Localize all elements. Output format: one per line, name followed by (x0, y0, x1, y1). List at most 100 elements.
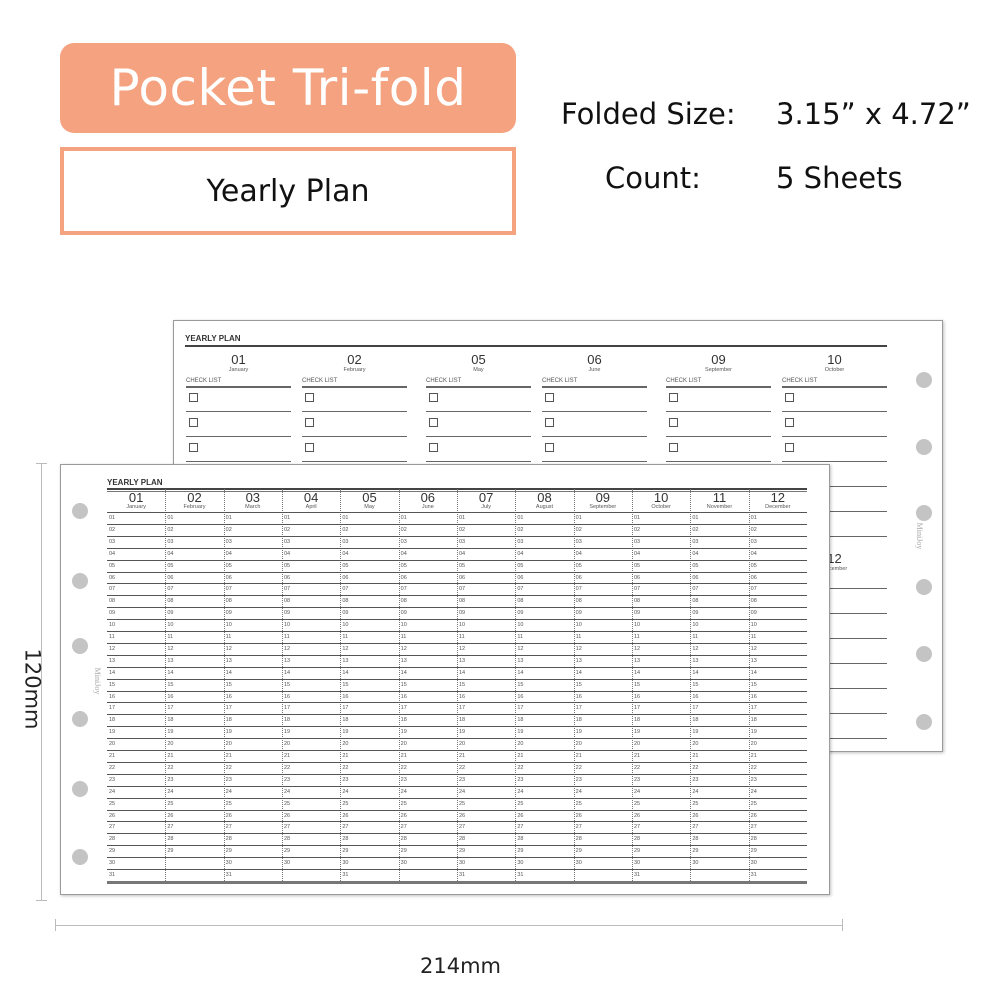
day-number: 05 (400, 562, 407, 569)
binder-hole-icon (916, 646, 932, 662)
day-number: 24 (517, 788, 524, 795)
day-number: 28 (750, 836, 757, 843)
day-number: 01 (342, 515, 349, 521)
day-number: 30 (517, 860, 524, 867)
day-number: 24 (459, 788, 466, 795)
day-number: 04 (692, 550, 699, 557)
day-number: 08 (400, 598, 407, 605)
day-number: 19 (750, 729, 757, 736)
day-number: 18 (400, 717, 407, 724)
day-number: 02 (342, 526, 349, 533)
checkbox (305, 443, 314, 452)
day-number: 01 (167, 515, 174, 521)
day-number: 17 (225, 705, 232, 712)
day-number: 16 (400, 693, 407, 700)
day-number: 14 (342, 669, 349, 676)
month-number: 02 (187, 490, 202, 505)
row-line (107, 869, 807, 870)
day-number: 21 (459, 753, 466, 759)
day-number: 29 (692, 848, 699, 855)
day-number: 09 (575, 610, 582, 617)
row-line (107, 512, 807, 513)
month-name: December (821, 566, 848, 572)
day-number: 28 (284, 836, 291, 843)
day-number: 24 (167, 788, 174, 795)
row-line (107, 845, 807, 847)
day-number: 04 (109, 550, 116, 557)
day-number: 22 (400, 764, 407, 771)
day-number: 02 (575, 526, 582, 533)
month-number: 09 (595, 490, 611, 505)
binder-hole-icon (916, 579, 932, 595)
day-number: 27 (225, 824, 232, 831)
day-number: 03 (634, 538, 641, 545)
day-number: 19 (575, 729, 582, 736)
checklist-line (782, 713, 887, 714)
day-number: 02 (400, 526, 407, 533)
checklist-line (782, 688, 887, 689)
day-number: 25 (692, 800, 699, 807)
checklist-line (666, 461, 771, 462)
day-number: 27 (400, 824, 407, 831)
day-number: 22 (109, 764, 116, 771)
day-number: 17 (109, 705, 116, 712)
day-number: 06 (692, 574, 699, 581)
day-number: 15 (225, 681, 232, 688)
binder-hole-icon (72, 503, 88, 519)
month-name: February (343, 367, 366, 373)
day-number: 31 (750, 872, 757, 878)
day-number: 15 (109, 681, 116, 688)
day-number: 05 (575, 562, 582, 569)
day-number: 08 (750, 598, 757, 605)
checklist-rule (666, 386, 771, 388)
row-line (107, 547, 807, 549)
day-number: 19 (342, 729, 349, 736)
binder-hole-icon (72, 638, 88, 654)
brand-logo: MiniJoy (915, 522, 924, 550)
row-line (107, 595, 807, 597)
month-number: 05 (362, 490, 377, 505)
day-number: 09 (634, 610, 641, 617)
day-number: 10 (109, 622, 116, 629)
day-number: 05 (225, 562, 232, 569)
day-number: 25 (342, 800, 349, 807)
day-number: 26 (750, 812, 757, 819)
width-dimension-line (55, 925, 842, 926)
checklist-line (782, 511, 887, 512)
day-number: 26 (575, 812, 582, 819)
day-number: 29 (575, 848, 582, 855)
day-number: 22 (225, 764, 232, 771)
row-line (107, 666, 807, 668)
day-number: 22 (284, 764, 291, 771)
checklist-line (426, 411, 531, 412)
day-number: 03 (400, 538, 407, 545)
day-number: 04 (284, 550, 291, 557)
checkbox (545, 393, 554, 402)
row-line (107, 702, 807, 704)
day-number: 12 (750, 645, 757, 652)
day-number: 27 (750, 824, 757, 831)
checklist-line (782, 486, 887, 487)
checklist-rule (186, 386, 291, 388)
day-number: 21 (517, 753, 524, 759)
month-number: 09 (711, 352, 726, 367)
day-number: 04 (167, 550, 174, 557)
month-number: 01 (128, 490, 144, 505)
column-divider (340, 489, 342, 881)
day-number: 04 (225, 550, 232, 557)
day-number: 26 (284, 812, 291, 819)
day-number: 16 (225, 693, 232, 700)
product-title-banner: Pocket Tri-fold (60, 43, 516, 133)
width-dimension-label: 214mm (420, 954, 501, 978)
day-number: 25 (575, 800, 582, 807)
column-divider (748, 489, 750, 881)
day-number: 14 (459, 669, 466, 676)
day-number: 13 (750, 657, 757, 664)
day-number: 26 (400, 812, 407, 819)
day-number: 30 (400, 860, 407, 867)
day-number: 29 (225, 848, 232, 855)
day-number: 07 (750, 586, 757, 593)
checklist-line (426, 436, 531, 437)
month-number: 12 (827, 551, 842, 566)
row-line (107, 761, 807, 763)
